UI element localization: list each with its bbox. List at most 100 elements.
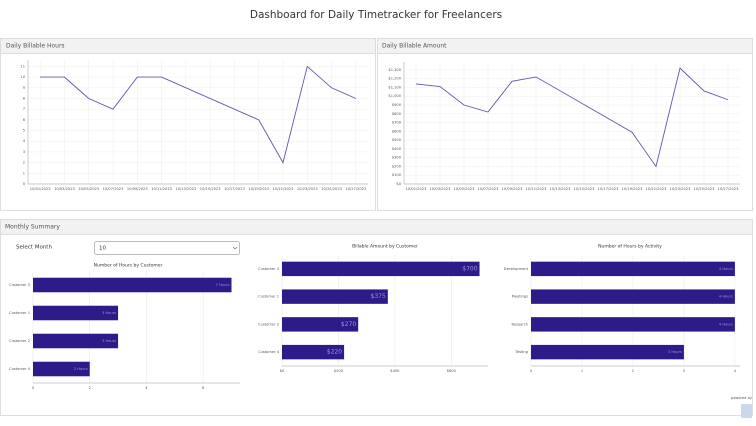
y-tick-label: $100 <box>392 173 402 177</box>
bar <box>33 333 119 349</box>
x-tick-label: 10/21/2023 <box>273 187 294 191</box>
y-tick-label: $200 <box>392 164 402 168</box>
powered-by: powered by <box>731 396 753 400</box>
panel <box>377 38 753 211</box>
x-tick-label: 10/27/2023 <box>718 187 739 191</box>
y-tick-label: 9 <box>23 86 26 90</box>
x-tick-label: 10/07/2023 <box>103 187 124 191</box>
y-tick-label: 3 <box>23 150 25 154</box>
x-tick-label: 10/23/2023 <box>670 187 691 191</box>
y-tick-label: Meetings <box>512 295 528 299</box>
chart-title: Number of Hours by Activity <box>598 244 662 250</box>
panel-title: Daily Billable Hours <box>6 43 65 50</box>
x-tick-label: $0 <box>280 369 285 373</box>
x-tick-label: 1 <box>581 369 583 373</box>
y-tick-label: 1 <box>23 171 25 175</box>
bar <box>282 289 388 304</box>
logo <box>741 404 752 418</box>
x-tick-label: $400 <box>390 369 400 373</box>
bar <box>33 361 90 377</box>
data-line <box>40 65 357 164</box>
x-tick-label: 10/19/2023 <box>622 187 643 191</box>
value-label: 2 Hours <box>74 367 88 371</box>
bar <box>531 289 735 304</box>
x-tick-label: $200 <box>334 369 344 373</box>
y-tick-label: $800 <box>392 112 402 116</box>
value-label: 3 Hours <box>668 350 682 354</box>
y-tick-label: Development <box>504 267 529 271</box>
y-tick-label: 2 <box>23 161 25 165</box>
bar <box>282 344 345 360</box>
bar <box>33 305 119 321</box>
chart-title: Number of Hours by Customer <box>94 263 163 269</box>
x-tick-label: 10/03/2023 <box>430 187 451 191</box>
y-tick-label: $400 <box>392 147 402 151</box>
y-tick-label: 10 <box>20 75 25 79</box>
y-tick-label: $900 <box>392 103 402 107</box>
x-tick-label: 10/11/2023 <box>151 187 172 191</box>
x-tick-label: 10/21/2023 <box>646 187 667 191</box>
x-tick-label: 0 <box>32 386 35 390</box>
data-line <box>415 67 729 168</box>
value-label: 4 Hours <box>719 322 733 326</box>
value-label: 4 Hours <box>719 267 733 271</box>
y-tick-label: 0 <box>23 182 26 186</box>
month-select[interactable] <box>94 241 240 255</box>
bar <box>33 277 232 293</box>
y-tick-label: $1,000 <box>388 94 401 98</box>
value-label: 3 Hours <box>102 339 116 343</box>
x-tick-label: 10/13/2023 <box>175 187 196 191</box>
select-label: Select Month <box>16 245 52 251</box>
y-tick-label: Customer 2 <box>258 322 279 326</box>
x-tick-label: 10/15/2023 <box>574 187 595 191</box>
y-tick-label: 8 <box>23 96 26 100</box>
x-tick-label: 10/09/2023 <box>127 187 148 191</box>
y-tick-label: $1,200 <box>388 77 401 81</box>
y-tick-label: Customer 3 <box>9 283 30 287</box>
panel-title: Daily Billable Amount <box>382 43 447 50</box>
y-tick-label: 6 <box>23 118 26 122</box>
y-tick-label: Customer 4 <box>9 367 31 371</box>
panel <box>0 38 376 211</box>
bar <box>531 344 684 360</box>
x-tick-label: 10/05/2023 <box>454 187 475 191</box>
x-tick-label: 10/25/2023 <box>321 187 342 191</box>
y-tick-label: Customer 3 <box>258 267 279 271</box>
y-tick-label: $1,100 <box>388 85 401 89</box>
panel-header <box>0 219 753 235</box>
panel-header <box>377 38 753 54</box>
x-tick-label: 10/13/2023 <box>550 187 571 191</box>
chart-title: Billable Amount by Customer <box>352 244 418 250</box>
y-tick-label: Customer 4 <box>258 350 280 354</box>
value-label: 3 Hours <box>102 311 116 315</box>
x-tick-label: 10/09/2023 <box>502 187 523 191</box>
y-tick-label: $1,300 <box>388 68 401 72</box>
page-title: Dashboard for Daily Timetracker for Free… <box>250 9 502 21</box>
select-arrow <box>232 246 238 250</box>
x-tick-label: 3 <box>683 369 685 373</box>
y-tick-label: $300 <box>392 156 402 160</box>
x-tick-label: 10/01/2023 <box>406 187 427 191</box>
y-tick-label: $600 <box>392 129 402 133</box>
x-tick-label: 4 <box>734 369 737 373</box>
y-tick-label: 11 <box>20 64 25 68</box>
y-tick-label: Customer 1 <box>9 311 30 315</box>
value-label: $700 <box>462 265 477 272</box>
bar <box>531 261 735 277</box>
bar <box>531 317 735 332</box>
y-tick-label: 5 <box>23 129 25 133</box>
select-value[interactable]: 10 <box>99 246 106 252</box>
value-label: $270 <box>341 321 356 328</box>
x-tick-label: 10/07/2023 <box>478 187 499 191</box>
x-tick-label: 10/27/2023 <box>345 187 366 191</box>
x-tick-label: 2 <box>89 386 91 390</box>
x-tick-label: 10/19/2023 <box>248 187 269 191</box>
x-tick-label: 10/01/2023 <box>30 187 51 191</box>
y-tick-label: Testing <box>514 350 528 354</box>
x-tick-label: 10/05/2023 <box>78 187 99 191</box>
y-tick-label: Customer 2 <box>9 339 30 343</box>
bar <box>282 261 480 277</box>
y-tick-label: $700 <box>392 121 402 125</box>
y-tick-label: Customer 1 <box>258 295 279 299</box>
